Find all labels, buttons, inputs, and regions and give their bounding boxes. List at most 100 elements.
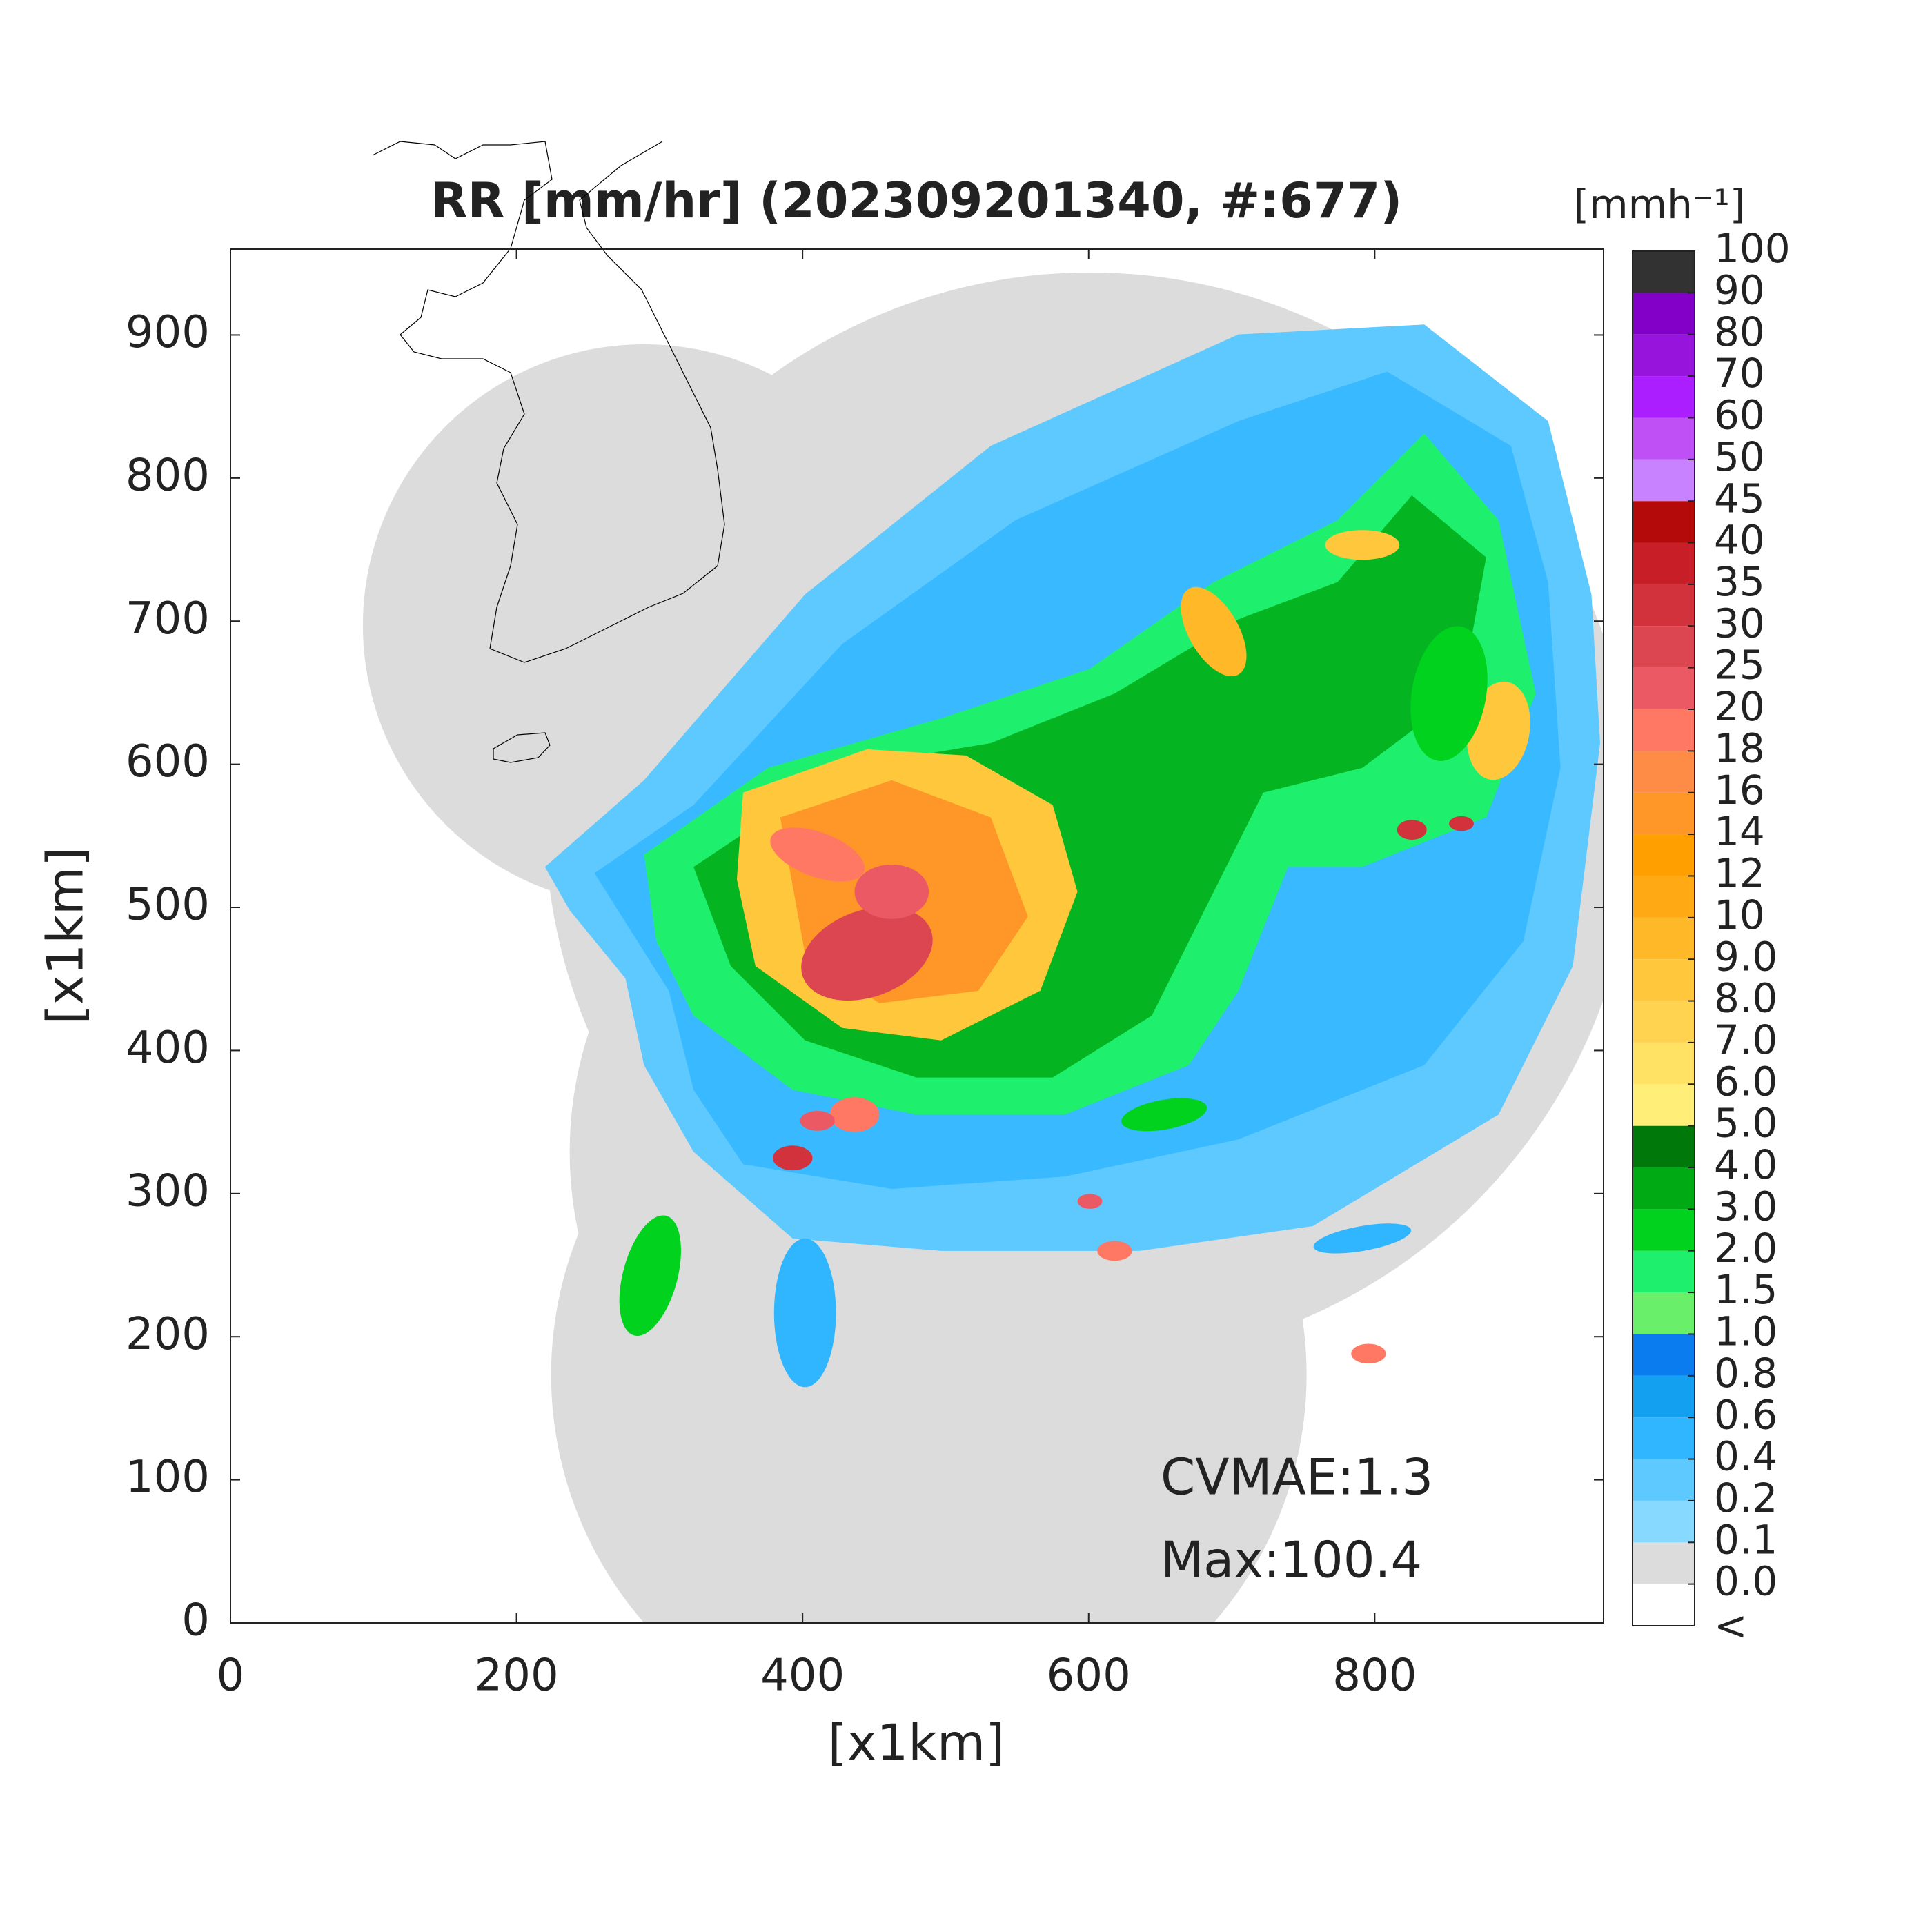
colorbar-swatch: [1633, 1209, 1695, 1251]
colorbar-swatch: [1633, 792, 1695, 835]
colorbar-tick-label: 40: [1714, 517, 1765, 564]
radar-field: [362, 273, 1604, 1623]
colorbar-tick-label: 1.5: [1714, 1266, 1777, 1313]
colorbar-swatch: [1633, 459, 1695, 502]
y-tick-label: 900: [126, 307, 210, 358]
colorbar-tick-label: 4.0: [1714, 1141, 1777, 1188]
colorbar-tick-label: 35: [1714, 558, 1765, 605]
colorbar-swatch: [1633, 584, 1695, 627]
colorbar-tick-label: 60: [1714, 392, 1765, 439]
y-tick-label: 600: [126, 736, 210, 787]
colorbar-swatch: [1633, 501, 1695, 543]
rain-cell: [773, 1145, 813, 1171]
colorbar-swatch: [1633, 1334, 1695, 1376]
colorbar-swatch: [1633, 1375, 1695, 1418]
colorbar-tick-label: 2.0: [1714, 1225, 1777, 1272]
colorbar-swatch: [1633, 834, 1695, 876]
colorbar-tick-label: 100: [1714, 225, 1791, 272]
colorbar-swatch: [1633, 626, 1695, 668]
colorbar-swatch: [1633, 417, 1695, 460]
annotation: CVMAE:1.3: [1161, 1448, 1433, 1506]
y-tick-label: 200: [126, 1309, 210, 1360]
plot-frame: [230, 248, 1604, 1624]
rain-cell: [801, 907, 933, 1001]
y-tick-label: 700: [126, 593, 210, 644]
colorbar-tick-label: 14: [1714, 808, 1765, 855]
rain-cell: [619, 1215, 681, 1337]
colorbar-swatch: [1633, 1584, 1695, 1626]
colorbar-swatch: [1633, 376, 1695, 418]
rain-cell: [829, 1097, 880, 1132]
rain-cell: [1325, 530, 1400, 560]
colorbar-tick-label: 25: [1714, 642, 1765, 689]
rain-cell: [1181, 586, 1247, 677]
colorbar-tick-label: 9.0: [1714, 933, 1777, 980]
colorbar-swatch: [1633, 1459, 1695, 1501]
rain-cell: [854, 864, 929, 919]
x-tick-label: 800: [1332, 1650, 1417, 1702]
rain-cell: [773, 1238, 836, 1388]
colorbar-swatch: [1633, 876, 1695, 918]
colorbar-swatch: [1633, 667, 1695, 709]
colorbar-tick-label: 80: [1714, 308, 1765, 355]
coastline: [372, 141, 725, 663]
colorbar-tick-label: 18: [1714, 724, 1765, 771]
rain-cell: [1077, 1194, 1103, 1209]
colorbar-tick-label: 50: [1714, 433, 1765, 480]
x-tick-label: 200: [475, 1650, 559, 1702]
rain-cell: [770, 827, 865, 882]
annotation: Max:100.4: [1161, 1531, 1422, 1589]
coastline: [493, 732, 551, 763]
colorbar-swatch: [1633, 1500, 1695, 1543]
colorbar-tick-label: 6.0: [1714, 1058, 1777, 1105]
colorbar-swatch: [1633, 1292, 1695, 1334]
rain-cell: [1313, 1223, 1412, 1254]
colorbar-tick-label: 5.0: [1714, 1100, 1777, 1147]
colorbar-swatch: [1633, 917, 1695, 960]
y-axis-label: [x1km]: [37, 847, 95, 1024]
colorbar-swatch: [1633, 334, 1695, 377]
radar-layer: [362, 273, 1604, 1623]
colorbar-tick-label: 10: [1714, 891, 1765, 938]
rain-cell: [1351, 1343, 1386, 1364]
colorbar-tick-label: 70: [1714, 350, 1765, 397]
colorbar-tick-label: 8.0: [1714, 975, 1777, 1022]
colorbar-swatch: [1633, 1167, 1695, 1210]
colorbar-swatch: [1633, 1417, 1695, 1459]
rain-cell: [800, 1111, 835, 1131]
colorbar-swatch: [1633, 1250, 1695, 1293]
colorbar-swatch: [1633, 251, 1695, 293]
colorbar-under-label: <: [1714, 1602, 1748, 1649]
colorbar-swatch: [1633, 709, 1695, 751]
rain-cell: [1410, 626, 1488, 761]
x-tick-label: 400: [760, 1650, 845, 1702]
colorbar-tick-label: 12: [1714, 850, 1765, 897]
colorbar-tick-label: 30: [1714, 600, 1765, 647]
colorbar-swatch: [1633, 1042, 1695, 1085]
colorbar-swatch: [1633, 959, 1695, 1001]
y-tick-label: 500: [126, 880, 210, 931]
colorbar-tick-label: 1.0: [1714, 1308, 1777, 1355]
colorbar-tick-label: 0.1: [1714, 1516, 1777, 1563]
rain-cell: [1097, 1241, 1132, 1261]
colorbar-swatch: [1633, 751, 1695, 793]
colorbar-swatch: [1633, 1125, 1695, 1167]
colorbar-tick-label: 45: [1714, 475, 1765, 522]
y-tick-label: 800: [126, 450, 210, 501]
colorbar-frame: [1632, 250, 1695, 1626]
colorbar-tick-label: 3.0: [1714, 1183, 1777, 1230]
colorbar-tick-label: 0.2: [1714, 1475, 1777, 1521]
colorbar-swatch: [1633, 1084, 1695, 1126]
colorbar-tick-label: 20: [1714, 683, 1765, 730]
colorbar-tick-label: 16: [1714, 767, 1765, 814]
colorbar-label: [mmh⁻¹]: [1574, 181, 1746, 228]
colorbar-tick-label: 7.0: [1714, 1016, 1777, 1063]
y-tick-label: 100: [126, 1452, 210, 1503]
colorbar-tick-label: 0.4: [1714, 1433, 1777, 1480]
y-tick-label: 300: [126, 1165, 210, 1216]
x-tick-label: 600: [1047, 1650, 1131, 1702]
chart-title: RR [mm/hr] (202309201340, #:677): [431, 172, 1403, 229]
y-tick-label: 0: [181, 1595, 210, 1646]
rain-cell: [1121, 1098, 1208, 1132]
colorbar-tick-label: 0.0: [1714, 1558, 1777, 1605]
